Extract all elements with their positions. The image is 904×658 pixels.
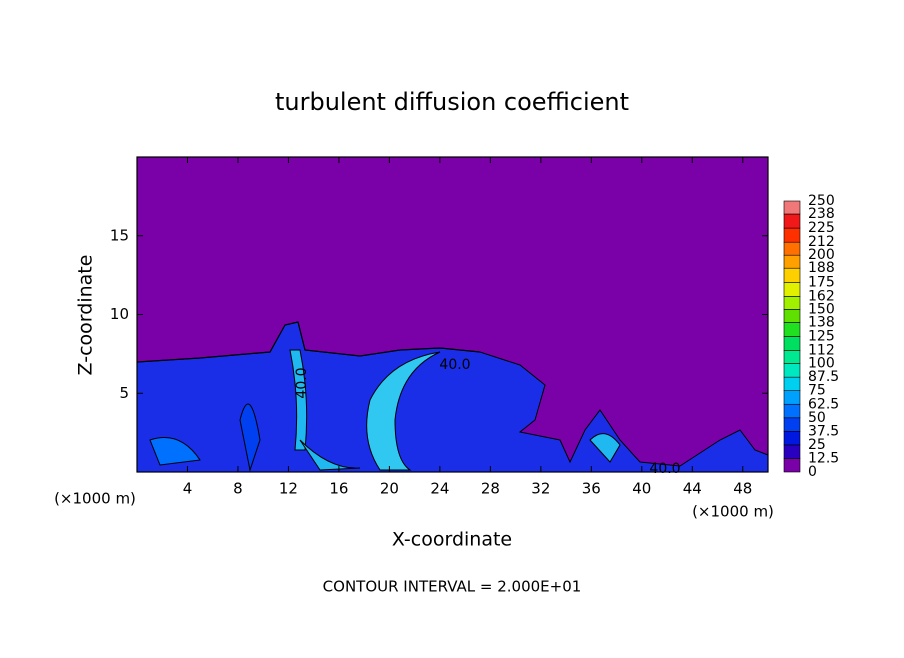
colorbar-bin bbox=[783, 267, 801, 283]
colorbar-label: 75 bbox=[808, 383, 826, 399]
contour-label: 40.0 bbox=[294, 367, 310, 398]
x-tick-label: 4 bbox=[183, 480, 193, 498]
contour-label: 40.0 bbox=[439, 357, 470, 373]
x-tick-label: 48 bbox=[733, 480, 752, 498]
colorbar-bin bbox=[783, 241, 801, 256]
colorbar-label: 188 bbox=[808, 260, 835, 276]
colorbar-bin bbox=[783, 336, 801, 351]
colorbar-bin bbox=[783, 281, 801, 297]
colorbar-bin bbox=[783, 417, 801, 432]
x-tick-label: 20 bbox=[380, 480, 399, 498]
x-tick-label: 28 bbox=[481, 480, 500, 498]
x-tick-label: 12 bbox=[279, 480, 298, 498]
colorbar-label: 62.5 bbox=[808, 396, 839, 412]
colorbar-bin bbox=[783, 213, 801, 229]
colorbar-label: 162 bbox=[808, 288, 835, 304]
colorbar-label: 125 bbox=[808, 329, 835, 345]
colorbar-label: 200 bbox=[808, 247, 835, 263]
x-tick-label: 32 bbox=[531, 480, 550, 498]
colorbar-bin bbox=[783, 376, 801, 391]
x-tick-label: 16 bbox=[329, 480, 348, 498]
x-tick-label: 24 bbox=[430, 480, 449, 498]
x-tick-label: 36 bbox=[582, 480, 601, 498]
colorbar-bin bbox=[783, 322, 801, 337]
colorbar-bin bbox=[783, 390, 801, 405]
x-tick-label: 8 bbox=[233, 480, 243, 498]
colorbar-label: 25 bbox=[808, 437, 826, 453]
x-tick-label: 44 bbox=[683, 480, 702, 498]
colorbar-bin bbox=[783, 227, 801, 243]
colorbar-bin bbox=[783, 309, 801, 323]
y-tick-label: 15 bbox=[110, 226, 129, 244]
y-tick-label: 5 bbox=[119, 384, 129, 402]
x-axis-label: X-coordinate bbox=[392, 529, 512, 551]
colorbar-label: 100 bbox=[808, 356, 835, 372]
colorbar-label: 12.5 bbox=[808, 450, 839, 466]
y-axis-label: Z-coordinate bbox=[75, 255, 97, 376]
x-unit-label: (×1000 m) bbox=[54, 490, 136, 508]
x-tick-label: 40 bbox=[632, 480, 651, 498]
colorbar-bin bbox=[783, 458, 801, 473]
colorbar-bin bbox=[783, 200, 801, 215]
colorbar-bin bbox=[783, 444, 801, 459]
colorbar-label: 150 bbox=[808, 301, 835, 317]
x-unit-label: (×1000 m) bbox=[692, 503, 774, 521]
contour-field bbox=[136, 157, 769, 473]
colorbar-label: 87.5 bbox=[808, 369, 839, 385]
colorbar-label: 212 bbox=[808, 234, 835, 250]
colorbar-bin bbox=[783, 296, 801, 310]
colorbar-bin bbox=[783, 431, 801, 446]
chart-title: turbulent diffusion coefficient bbox=[275, 88, 629, 116]
footer: CONTOUR INTERVAL = 2.000E+01 bbox=[323, 578, 582, 596]
colorbar-label: 112 bbox=[808, 343, 835, 359]
colorbar-label: 37.5 bbox=[808, 423, 839, 439]
colorbar-label: 0 bbox=[808, 464, 817, 480]
colorbar-label: 250 bbox=[808, 193, 835, 209]
colorbar-label: 238 bbox=[808, 206, 835, 222]
colorbar-bin bbox=[783, 254, 801, 269]
colorbar-bin bbox=[783, 403, 801, 419]
colorbar-bin bbox=[783, 350, 801, 364]
colorbar-label: 175 bbox=[808, 274, 835, 290]
colorbar-bin bbox=[783, 363, 801, 378]
colorbar-label: 138 bbox=[808, 314, 835, 330]
colorbar-label: 225 bbox=[808, 220, 835, 236]
y-tick-label: 10 bbox=[110, 305, 129, 323]
colorbar-label: 50 bbox=[808, 410, 826, 426]
contour-label: 40.0 bbox=[649, 461, 680, 477]
